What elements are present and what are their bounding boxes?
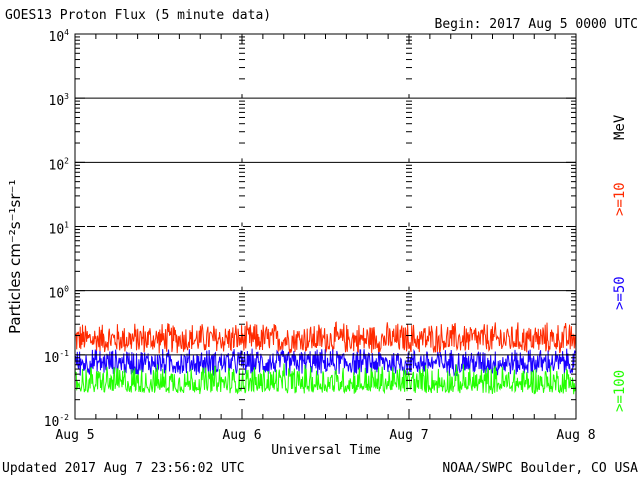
updated-timestamp: Updated 2017 Aug 7 23:56:02 UTC xyxy=(2,461,245,476)
y-tick-label: 10-2 xyxy=(44,413,69,430)
x-tick-label: Aug 6 xyxy=(222,428,261,443)
series-line-ge100 xyxy=(74,363,577,395)
y-tick-label: 10-1 xyxy=(44,349,69,366)
begin-time: Begin: 2017 Aug 5 0000 UTC xyxy=(434,17,639,32)
x-tick-label: Aug 5 xyxy=(55,428,94,443)
series-line-ge50 xyxy=(74,348,577,377)
y-tick-label: 103 xyxy=(49,92,70,109)
y-tick-label: 100 xyxy=(49,285,70,302)
legend-mev-unit: MeV xyxy=(612,114,628,140)
chart-title: GOES13 Proton Flux (5 minute data) xyxy=(5,8,272,23)
legend-ge100: >=100 xyxy=(612,369,628,412)
y-axis-label-text: Particles cm⁻²s⁻¹sr⁻¹ xyxy=(6,179,24,334)
y-tick-label: 104 xyxy=(49,28,70,45)
y-tick-label: 101 xyxy=(49,221,70,238)
legend-ge50: >=50 xyxy=(612,276,628,310)
x-axis-label: Universal Time xyxy=(271,443,381,458)
x-tick-label: Aug 7 xyxy=(389,428,428,443)
y-tick-label: 102 xyxy=(49,156,70,173)
data-source: NOAA/SWPC Boulder, CO USA xyxy=(442,461,638,476)
x-tick-label: Aug 8 xyxy=(556,428,595,443)
y-axis-label: Particles cm⁻²s⁻¹sr⁻¹ xyxy=(6,180,24,334)
series-line-ge10 xyxy=(74,321,577,354)
legend-ge10: >=10 xyxy=(612,182,628,216)
